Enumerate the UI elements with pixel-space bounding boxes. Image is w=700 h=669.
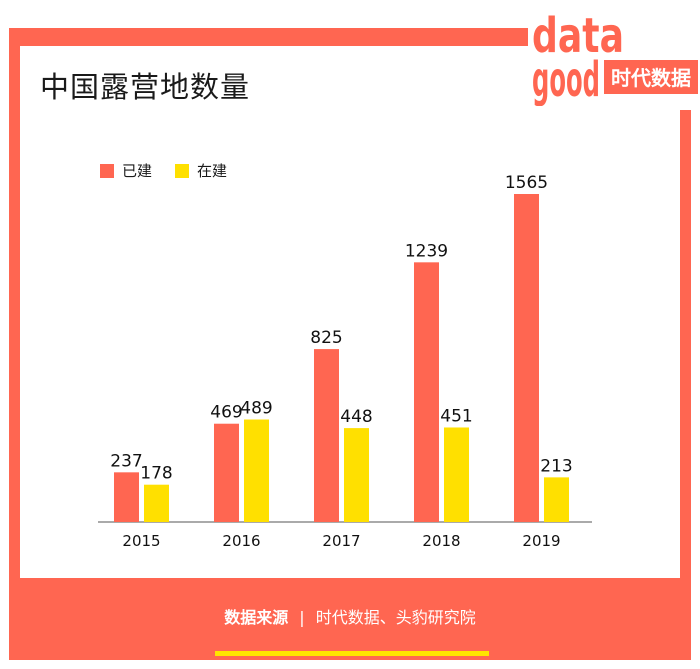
source-note: 数据来源 | 时代数据、头豹研究院 (0, 604, 700, 628)
logo-good-text: good (532, 52, 600, 106)
legend-swatch-building (175, 164, 189, 178)
bar-building-2017 (344, 428, 369, 522)
source-value: 时代数据、头豹研究院 (315, 608, 476, 627)
data-label-building-2017: 448 (340, 407, 372, 427)
source-label: 数据来源 (224, 608, 289, 627)
data-label-built-2015: 237 (110, 451, 142, 471)
bar-building-2019 (544, 477, 569, 522)
data-label-building-2016: 489 (240, 399, 272, 419)
legend-swatch-built (100, 164, 114, 178)
chart-title: 中国露营地数量 (40, 70, 251, 104)
legend-label-building: 在建 (197, 162, 228, 180)
source-separator: | (299, 608, 305, 627)
bar-built-2016 (214, 423, 239, 522)
logo-data-text: data (532, 8, 624, 64)
bar-building-2018 (444, 427, 469, 522)
legend-label-built: 已建 (122, 162, 153, 180)
bar-built-2018 (414, 262, 439, 522)
bar-building-2016 (244, 419, 269, 522)
x-tick-label-2018: 2018 (422, 532, 460, 550)
x-tick-label-2015: 2015 (122, 532, 160, 550)
data-label-built-2018: 1239 (405, 241, 448, 261)
data-label-building-2018: 451 (440, 406, 472, 426)
bar-built-2015 (114, 472, 139, 522)
x-tick-label-2017: 2017 (322, 532, 360, 550)
data-label-built-2016: 469 (210, 403, 242, 423)
bar-building-2015 (144, 484, 169, 522)
accent-line (215, 651, 489, 656)
x-tick-label-2016: 2016 (222, 532, 260, 550)
datagood-logo: data good 时代数据 (530, 2, 698, 106)
logo-brand-text: 时代数据 (611, 66, 691, 90)
bar-built-2017 (314, 349, 339, 522)
data-label-building-2015: 178 (140, 464, 172, 484)
data-label-building-2019: 213 (540, 456, 572, 476)
data-label-built-2017: 825 (310, 328, 342, 348)
x-tick-label-2019: 2019 (522, 532, 560, 550)
data-label-built-2019: 1565 (505, 173, 548, 193)
bar-built-2019 (514, 194, 539, 522)
